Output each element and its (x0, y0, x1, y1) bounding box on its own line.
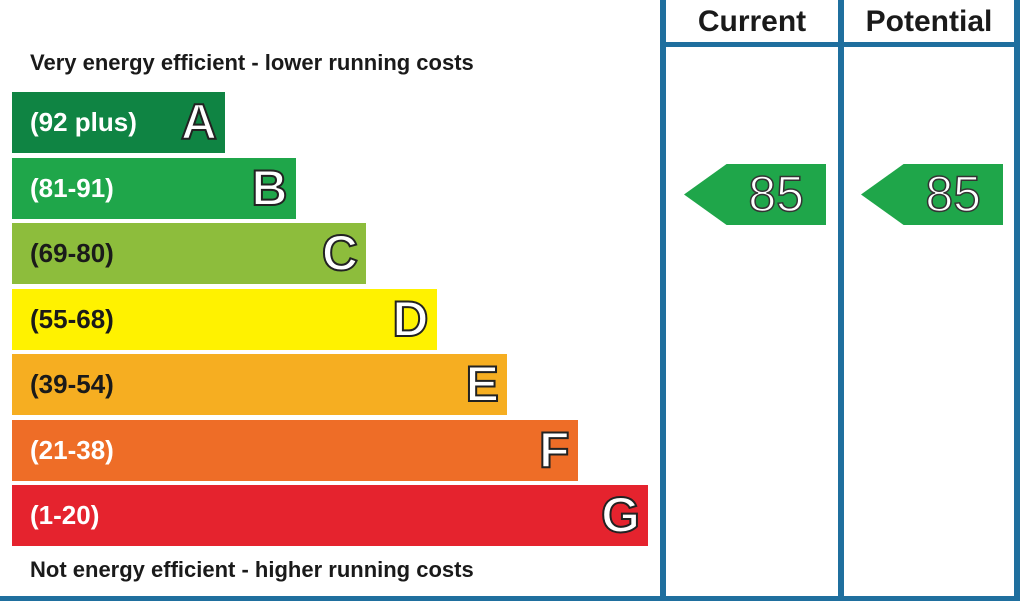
band-e-letter: E (465, 355, 500, 413)
current-rating-arrow: 85 (684, 164, 826, 225)
band-c: (69-80) C (12, 223, 366, 284)
band-b: (81-91) B (12, 157, 296, 219)
band-g: (1-20) G (12, 485, 648, 546)
top-caption: Very energy efficient - lower running co… (30, 50, 474, 75)
band-a: (92 plus) A (12, 92, 225, 153)
band-g-letter: G (600, 486, 641, 544)
potential-rating-value: 85 (925, 165, 982, 223)
band-d-letter: D (391, 290, 429, 348)
band-d-range: (55-68) (30, 303, 114, 334)
column-divider-middle (838, 0, 844, 600)
column-divider-left (660, 0, 666, 600)
band-c-letter: C (321, 224, 359, 282)
band-b-letter: B (250, 159, 288, 217)
band-d: (55-68) D (12, 288, 437, 350)
potential-column-header: Potential (865, 5, 993, 38)
current-column-header: Current (697, 5, 807, 38)
header-divider (660, 42, 1020, 47)
band-e: (39-54) E (12, 354, 507, 415)
band-c-range: (69-80) (30, 238, 114, 268)
current-rating-value: 85 (748, 165, 805, 223)
column-divider-right (1014, 0, 1020, 600)
band-e-range: (39-54) (30, 369, 114, 399)
band-f-letter: F (538, 421, 571, 479)
band-a-range: (92 plus) (30, 107, 137, 137)
band-f-range: (21-38) (30, 434, 114, 465)
band-b-range: (81-91) (30, 172, 114, 203)
bottom-border (0, 596, 1020, 601)
potential-rating-arrow: 85 (861, 164, 1003, 225)
band-g-range: (1-20) (30, 500, 100, 530)
band-f: (21-38) F (12, 419, 578, 481)
bottom-caption: Not energy efficient - higher running co… (30, 557, 474, 582)
band-a-letter: A (180, 93, 218, 151)
